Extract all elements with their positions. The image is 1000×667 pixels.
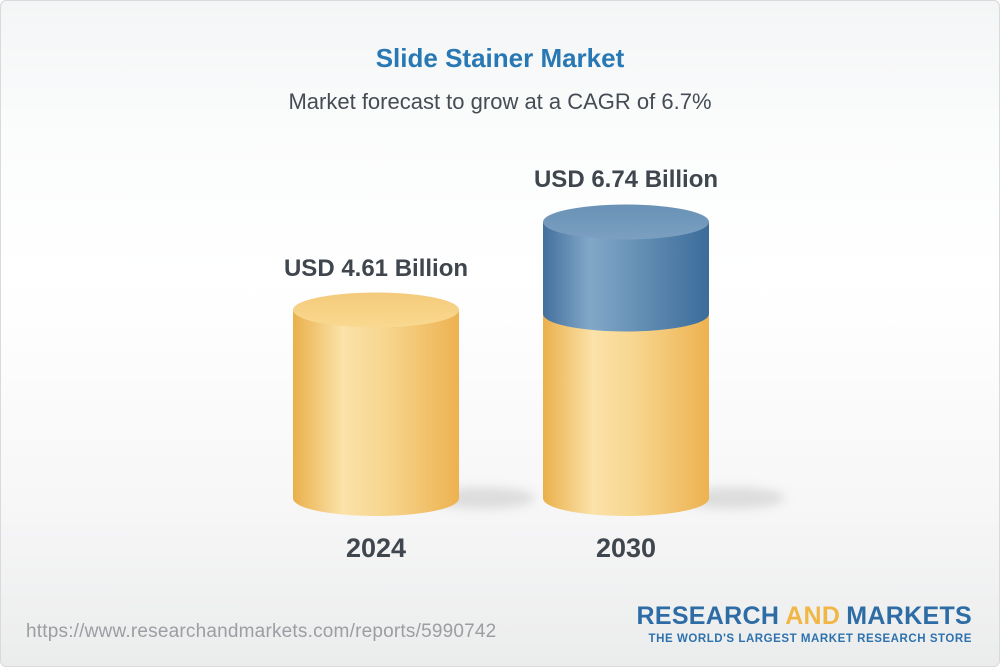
bar-2024 <box>293 292 459 516</box>
page-title: Slide Stainer Market <box>375 43 625 73</box>
bar-2024-body <box>293 310 459 516</box>
bar-2030-top <box>543 204 709 240</box>
report-url[interactable]: https://www.researchandmarkets.com/repor… <box>26 621 497 642</box>
bar-2030-value-label: USD 6.74 Billion <box>533 166 719 193</box>
bar-2030-category-label: 2030 <box>595 533 657 563</box>
chart-subtitle: Market forecast to grow at a CAGR of 6.7… <box>288 89 712 114</box>
bar-2030-base-segment <box>543 314 709 516</box>
bar-2024-value-label: USD 4.61 Billion <box>283 255 469 282</box>
logo-wordmark: RESEARCH AND MARKETS <box>637 604 973 629</box>
bar-2024-top <box>293 292 459 328</box>
bar-2030 <box>543 204 709 516</box>
logo-word-and: AND <box>785 602 841 630</box>
research-and-markets-logo: RESEARCH AND MARKETS THE WORLD'S LARGEST M… <box>637 604 973 646</box>
logo-tagline: THE WORLD'S LARGEST MARKET RESEARCH STOR… <box>648 633 972 645</box>
bar-2024-category-label: 2024 <box>345 533 407 563</box>
logo-word-markets: MARKETS <box>846 602 972 630</box>
bar-2030-growth-segment <box>543 222 709 332</box>
logo-word-research: RESEARCH <box>636 602 780 630</box>
